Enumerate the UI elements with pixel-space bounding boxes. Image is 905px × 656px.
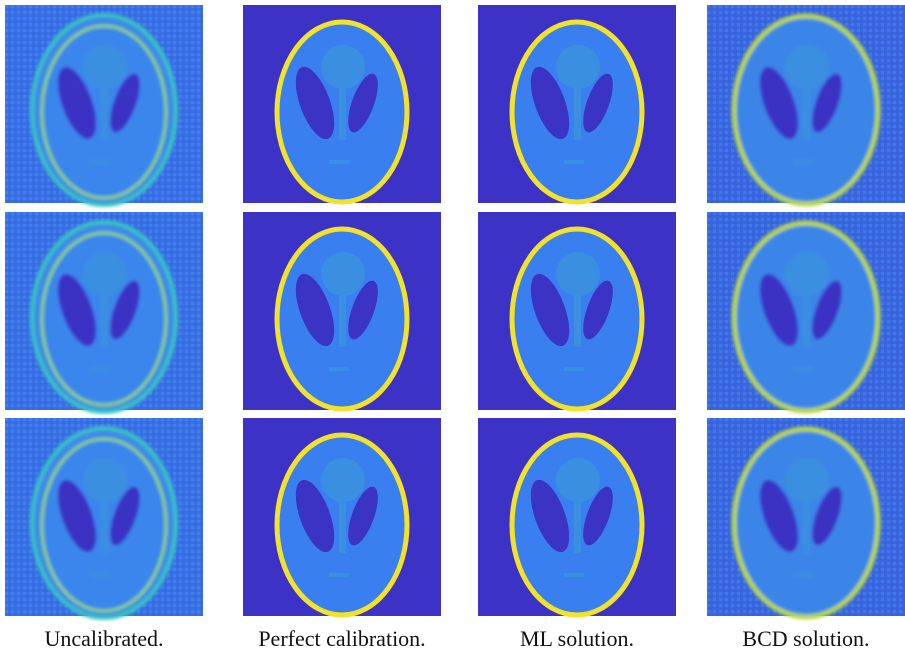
image bbox=[478, 212, 676, 410]
image bbox=[478, 5, 676, 203]
image bbox=[707, 418, 905, 617]
caption: ML solution. bbox=[520, 626, 634, 651]
image bbox=[243, 212, 441, 410]
image-grid bbox=[5, 5, 905, 618]
caption: Perfect calibration. bbox=[258, 626, 425, 651]
caption: Uncalibrated. bbox=[44, 626, 163, 651]
figure: Uncalibrated. Perfect calibration. ML so… bbox=[0, 0, 905, 656]
image bbox=[707, 212, 905, 411]
caption: BCD solution. bbox=[742, 626, 869, 651]
image bbox=[5, 418, 203, 618]
image bbox=[478, 418, 676, 616]
image bbox=[707, 5, 905, 204]
image bbox=[5, 212, 203, 412]
image bbox=[5, 5, 203, 205]
image bbox=[243, 418, 441, 616]
image bbox=[243, 5, 441, 203]
